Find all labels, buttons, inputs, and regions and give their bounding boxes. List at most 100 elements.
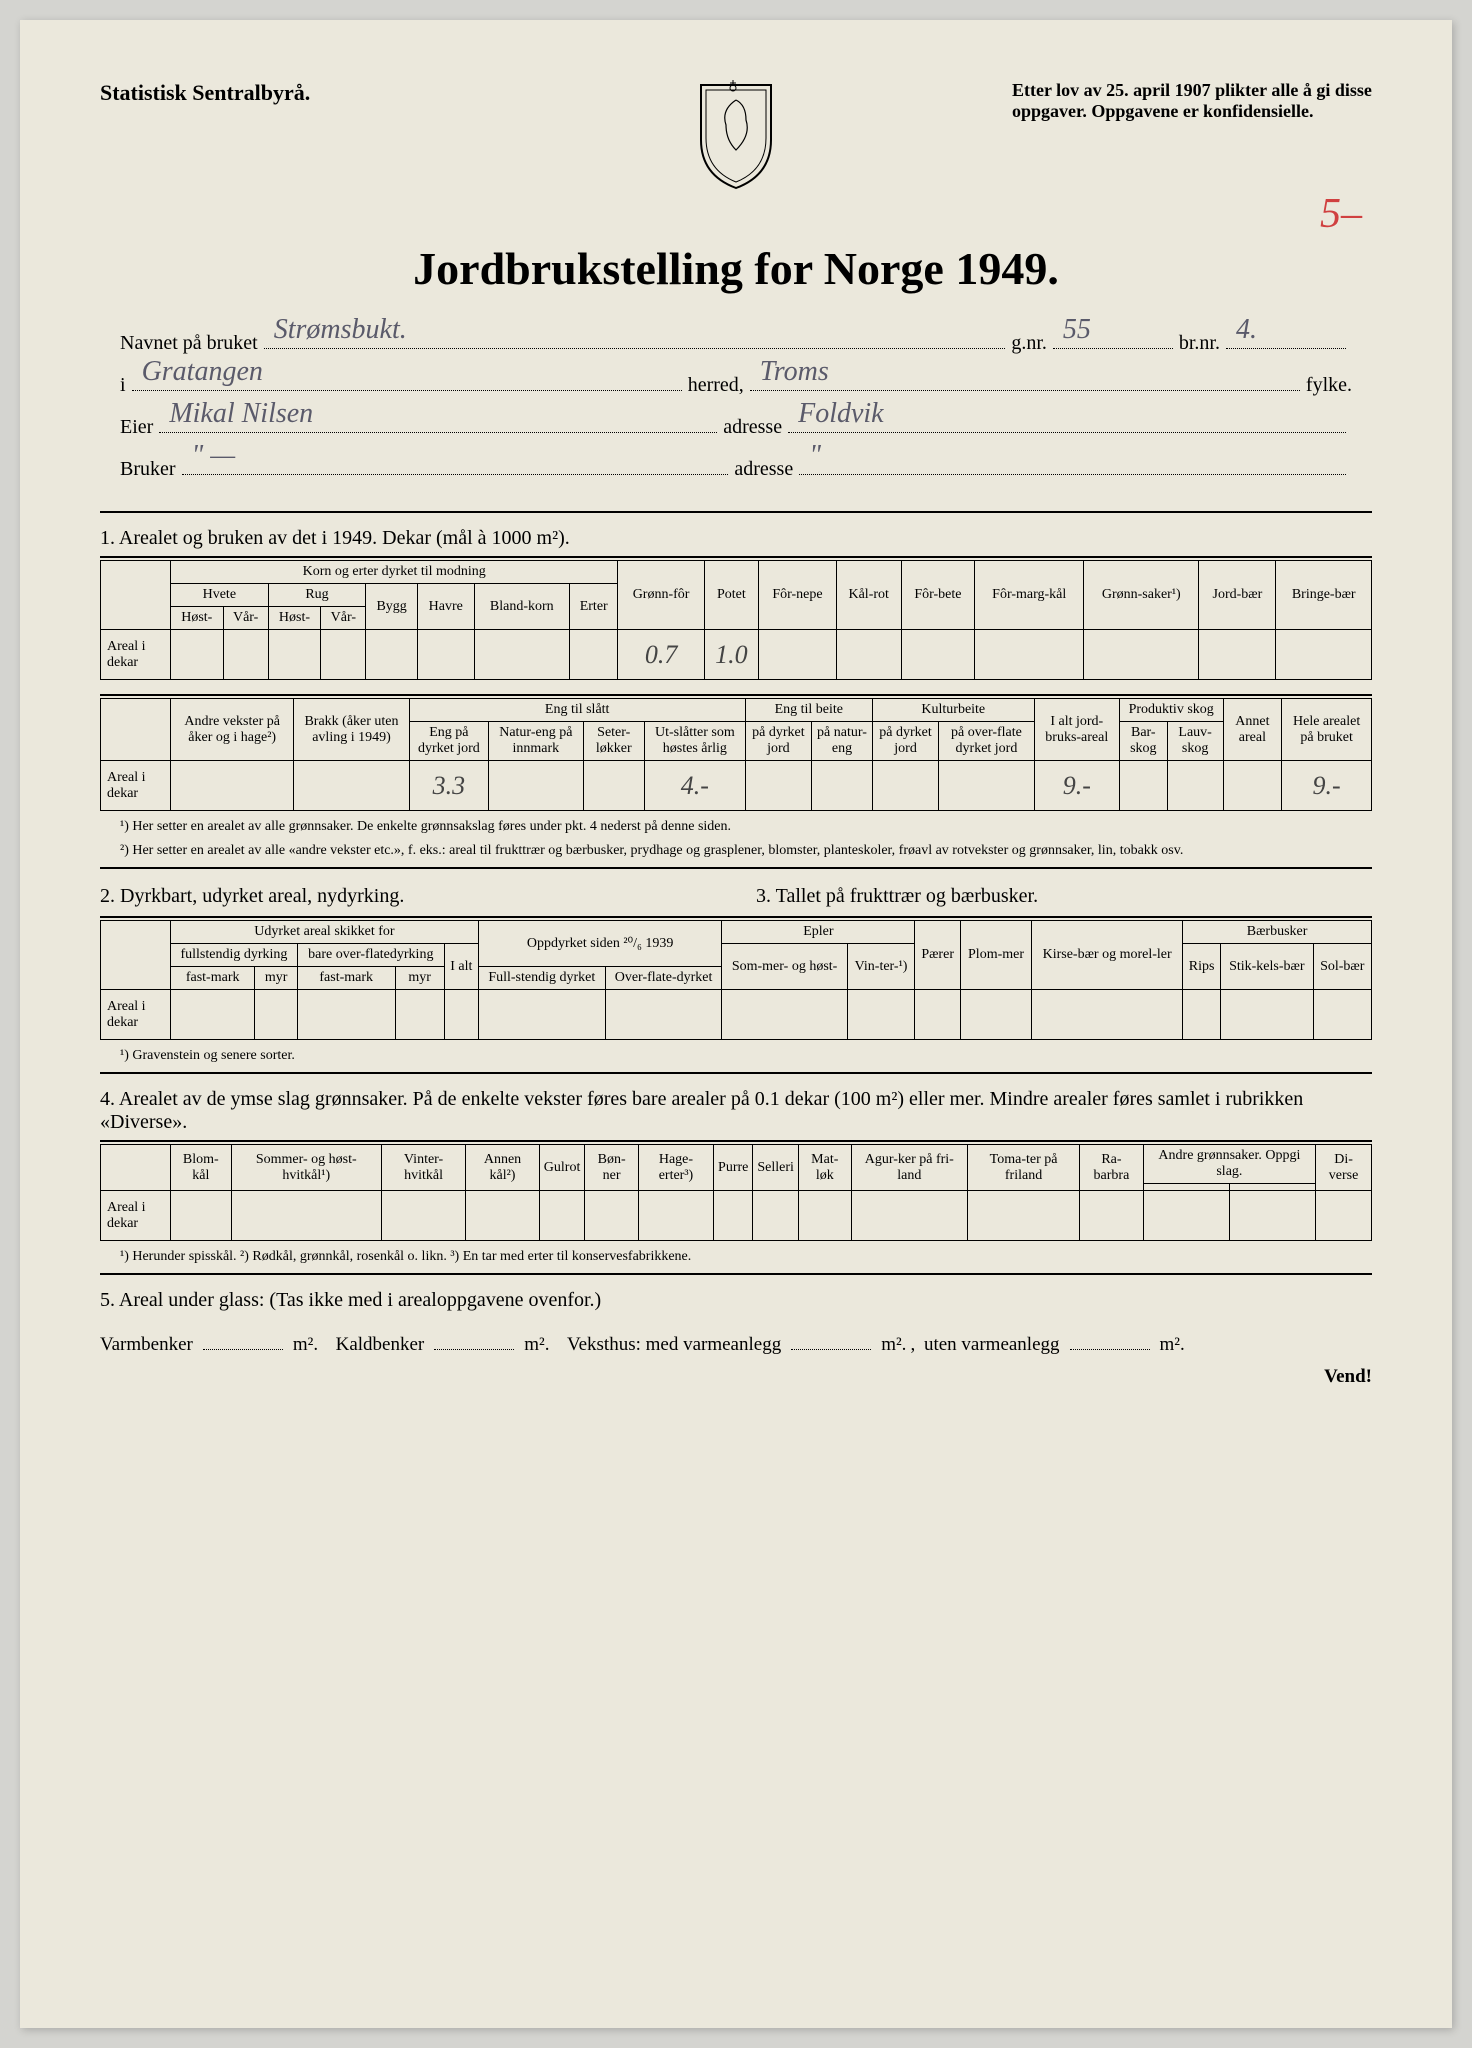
th-s4-1: Sommer- og høst-hvitkål¹) [231, 1145, 381, 1191]
th-engdyrket: Eng på dyrket jord [409, 722, 489, 761]
u-m2-1: m². [293, 1334, 318, 1356]
th-fornepe: Fôr-nepe [759, 561, 837, 630]
th-utslatter: Ut-slåtter som høstes årlig [645, 722, 746, 761]
th-paoverflate: på over-flate dyrket jord [939, 722, 1034, 761]
lbl-uten: uten varmeanlegg [924, 1334, 1060, 1356]
th-bygg: Bygg [366, 584, 418, 630]
field-eier: Mikal Nilsen [159, 409, 717, 433]
agency-name: Statistisk Sentralbyrå. [100, 80, 310, 106]
th-prodskog: Produktiv skog [1119, 699, 1223, 722]
th-baerbusker: Bærbusker [1183, 921, 1372, 944]
val-ialt: 9.- [1034, 761, 1119, 811]
table-1b: Andre vekster på åker og i hage²) Brakk … [100, 698, 1372, 811]
label-brnr: br.nr. [1179, 332, 1220, 355]
footnote-1-2: ²) Her setter en arealet av alle «andre … [120, 843, 1372, 859]
field-herred: Gratangen [132, 367, 682, 391]
th-myr2: myr [395, 967, 444, 990]
th-gronnfor: Grønn-fôr [618, 561, 704, 630]
th-bareover: bare over-flatedyrking [297, 944, 444, 967]
val-potet: 1.0 [704, 630, 758, 680]
field-gnr: 55 [1053, 325, 1173, 349]
footnote-4: ¹) Herunder spisskål. ²) Rødkål, grønnkå… [120, 1249, 1372, 1265]
section1-heading: 1. Arealet og bruken av det i 1949. Deka… [100, 527, 1372, 550]
label-herred: herred, [688, 374, 744, 397]
th-potet: Potet [704, 561, 758, 630]
fld-varmbenker [203, 1326, 283, 1350]
th-hvete: Hvete [171, 584, 269, 607]
th-jordbaer: Jord-bær [1199, 561, 1276, 630]
th-solbaer: Sol-bær [1313, 944, 1371, 990]
th-rips: Rips [1183, 944, 1221, 990]
th-annet: Annet areal [1223, 699, 1282, 761]
table-1a: Korn og erter dyrket til modning Grønn-f… [100, 560, 1372, 680]
th-s4-5: Bøn-ner [585, 1145, 639, 1191]
field-adresse: Foldvik [788, 409, 1346, 433]
u-m2-4: m². [1160, 1334, 1185, 1356]
th-s4-6: Hage-erter³) [638, 1145, 713, 1191]
val-hele: 9.- [1282, 761, 1372, 811]
th-rug: Rug [268, 584, 366, 607]
label-fylke: fylke. [1306, 374, 1352, 397]
section5-line: Varmbenker m². Kaldbenker m². Veksthus: … [100, 1326, 1372, 1356]
label-gnr: g.nr. [1011, 332, 1047, 355]
th-s4-4: Gulrot [539, 1145, 585, 1191]
th-var1: Vår- [223, 607, 268, 630]
th-erter: Erter [569, 584, 617, 630]
th-fulldyrket: Full-stendig dyrket [478, 967, 605, 990]
label-i: i [120, 374, 126, 397]
th-lauvskog: Lauv-skog [1167, 722, 1223, 761]
legal-note: Etter lov av 25. april 1907 plikter alle… [1012, 80, 1372, 122]
fld-veksthus2 [1070, 1326, 1150, 1350]
lbl-veksthus: Veksthus: med varmeanlegg [567, 1334, 781, 1356]
row-label-1b: Areal i dekar [101, 761, 171, 811]
th-s4-10: Agur-ker på fri-land [851, 1145, 967, 1191]
label-adresse: adresse [723, 416, 782, 439]
th-havre: Havre [417, 584, 474, 630]
lbl-kaldbenker: Kaldbenker [336, 1334, 425, 1356]
th-engbeite: Eng til beite [745, 699, 872, 722]
th-blandkorn: Bland-korn [474, 584, 569, 630]
section5-heading: 5. Areal under glass: (Tas ikke med i ar… [100, 1289, 1372, 1312]
th-seter: Seter-løkker [583, 722, 645, 761]
label-adresse2: adresse [734, 458, 793, 481]
field-adresse2: " [799, 451, 1346, 475]
page-title: Jordbrukstelling for Norge 1949. [100, 242, 1372, 295]
lbl-varmbenker: Varmbenker [100, 1334, 193, 1356]
document-page: Statistisk Sentralbyrå. Etter lov av 25.… [20, 20, 1452, 2028]
th-s4-0: Blom-kål [171, 1145, 232, 1191]
th-fm1: fast-mark [171, 967, 255, 990]
th-brakk: Brakk (åker uten avling i 1949) [294, 699, 409, 761]
th-kalrot: Kål-rot [836, 561, 901, 630]
label-eier: Eier [120, 416, 153, 439]
th-host1: Høst- [171, 607, 224, 630]
th-stikkels: Stik-kels-bær [1221, 944, 1313, 990]
th-s4-7: Purre [714, 1145, 753, 1191]
th-kulturbeite: Kulturbeite [872, 699, 1034, 722]
th-host2: Høst- [268, 607, 321, 630]
table-4: Blom-kål Sommer- og høst-hvitkål¹) Vinte… [100, 1144, 1372, 1241]
fld-veksthus1 [791, 1326, 871, 1350]
th-korn: Korn og erter dyrket til modning [171, 561, 618, 584]
red-annotation: 5– [1320, 190, 1362, 238]
th-engslatt: Eng til slått [409, 699, 745, 722]
th-paerer: Pærer [915, 921, 961, 990]
val-engdyrket: 3.3 [409, 761, 489, 811]
footnote-1-1: ¹) Her setter en arealet av alle grønnsa… [120, 819, 1372, 835]
table-23: Udyrket areal skikket for Oppdyrket side… [100, 920, 1372, 1040]
footnote-3: ¹) Gravenstein og senere sorter. [120, 1048, 1372, 1064]
row-label-1a: Areal i dekar [101, 630, 171, 680]
coat-of-arms-icon [691, 80, 781, 190]
th-fullstendig: fullstendig dyrking [171, 944, 298, 967]
th-panatureng: på natur-eng [812, 722, 873, 761]
th-oppdyrket: Oppdyrket siden ²⁰/₆ 1939 [478, 921, 722, 967]
section4-heading: 4. Arealet av de ymse slag grønnsaker. P… [100, 1088, 1372, 1134]
th-sommer: Som-mer- og høst- [722, 944, 847, 990]
th-s4-8: Selleri [753, 1145, 799, 1191]
th-s4-3: Annen kål²) [466, 1145, 540, 1191]
u-m2-3: m². [881, 1334, 906, 1356]
th-padyrket2: på dyrket jord [872, 722, 938, 761]
th-var2: Vår- [321, 607, 366, 630]
th-diverse: Di-verse [1316, 1145, 1372, 1191]
u-m2-2: m². [524, 1334, 549, 1356]
th-ialt2: I alt [444, 944, 478, 990]
